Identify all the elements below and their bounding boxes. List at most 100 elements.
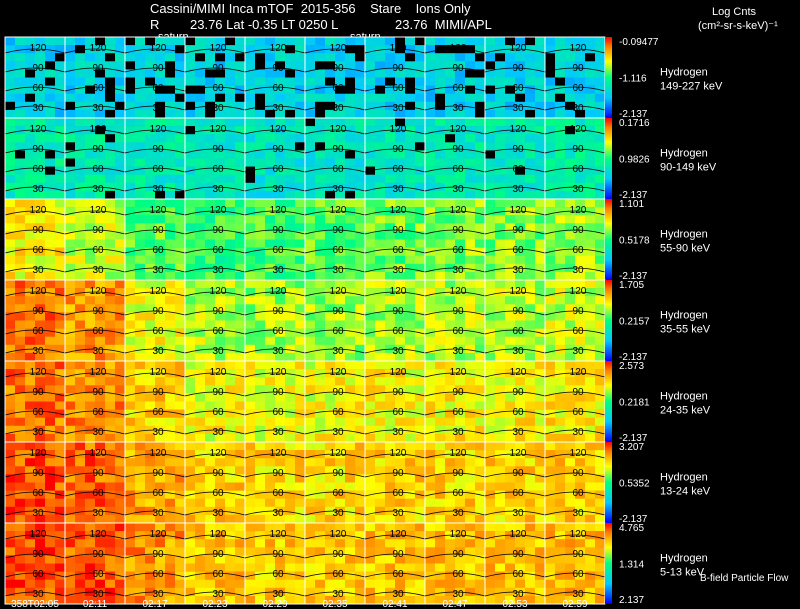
time-tick-label: 02:29 xyxy=(262,599,287,609)
row-tick-label: 120 xyxy=(330,205,347,216)
row-tick-label: 120 xyxy=(570,43,587,54)
row-tick-label: 120 xyxy=(30,43,47,54)
row-tick-label: 30 xyxy=(392,427,404,438)
row-tick-label: 60 xyxy=(452,83,464,94)
row-tick-label: 120 xyxy=(510,529,527,540)
time-tick-label: 02:35 xyxy=(322,599,347,609)
row-tick-label: 60 xyxy=(152,83,164,94)
row-tick-label: 90 xyxy=(212,306,224,317)
row-tick-label: 120 xyxy=(270,205,287,216)
row-tick-label: 60 xyxy=(572,326,584,337)
row-tick-label: 120 xyxy=(510,367,527,378)
row-tick-label: 90 xyxy=(392,225,404,236)
row-tick-label: 90 xyxy=(32,387,44,398)
row-tick-label: 60 xyxy=(152,569,164,580)
colorbar xyxy=(605,280,612,361)
row-tick-label: 120 xyxy=(150,529,167,540)
row-tick-label: 120 xyxy=(390,529,407,540)
row-tick-label: 120 xyxy=(150,286,167,297)
time-tick-label: 02:53 xyxy=(502,599,527,609)
row-tick-label: 90 xyxy=(152,468,164,479)
row-tick-label: 60 xyxy=(572,83,584,94)
row-tick-label: 60 xyxy=(32,569,44,580)
row-tick-label: 30 xyxy=(332,103,344,114)
row-tick-label: 30 xyxy=(332,184,344,195)
colorbar xyxy=(605,37,612,118)
row-tick-label: 30 xyxy=(452,427,464,438)
row-tick-label: 60 xyxy=(32,245,44,256)
row-tick-label: 30 xyxy=(392,508,404,519)
row-tick-label: 60 xyxy=(392,407,404,418)
row-tick-label: 120 xyxy=(210,124,227,135)
row-tick-label: 120 xyxy=(330,367,347,378)
row-tick-label: 30 xyxy=(452,346,464,357)
colorbar-mid-label: 0.2181 xyxy=(619,398,650,409)
row-tick-label: 30 xyxy=(512,103,524,114)
colorbar-max-label: 0.1716 xyxy=(619,118,650,129)
row-tick-label: 120 xyxy=(150,43,167,54)
row-tick-label: 30 xyxy=(92,184,104,195)
row-tick-label: 30 xyxy=(512,184,524,195)
row-tick-label: 120 xyxy=(450,448,467,459)
row-tick-label: 120 xyxy=(270,124,287,135)
row-tick-label: 60 xyxy=(572,569,584,580)
row-tick-label: 90 xyxy=(332,468,344,479)
row-tick-label: 120 xyxy=(390,205,407,216)
row-tick-label: 120 xyxy=(510,124,527,135)
units-label: (cm²-sr-s-keV)⁻¹ xyxy=(698,20,778,32)
row-tick-label: 120 xyxy=(330,448,347,459)
row-tick-label: 90 xyxy=(512,468,524,479)
row-tick-label: 120 xyxy=(90,529,107,540)
row-tick-label: 60 xyxy=(332,488,344,499)
panel-energy-label: 35-55 keV xyxy=(660,324,711,336)
panel-species-label: Hydrogen xyxy=(660,472,708,484)
row-tick-label: 30 xyxy=(212,184,224,195)
row-tick-label: 60 xyxy=(332,569,344,580)
time-tick-label: 02:23 xyxy=(202,599,227,609)
row-tick-label: 30 xyxy=(92,346,104,357)
row-tick-label: 120 xyxy=(570,205,587,216)
row-tick-label: 90 xyxy=(452,387,464,398)
row-tick-label: 30 xyxy=(572,508,584,519)
row-tick-label: 90 xyxy=(392,549,404,560)
row-tick-label: 90 xyxy=(332,387,344,398)
row-tick-label: 120 xyxy=(510,286,527,297)
row-tick-label: 30 xyxy=(452,508,464,519)
row-tick-label: 90 xyxy=(392,63,404,74)
row-tick-label: 60 xyxy=(212,407,224,418)
row-tick-label: 120 xyxy=(90,43,107,54)
row-tick-label: 60 xyxy=(92,164,104,175)
row-tick-label: 30 xyxy=(332,508,344,519)
row-tick-label: 60 xyxy=(32,83,44,94)
row-tick-label: 90 xyxy=(212,468,224,479)
row-tick-label: 30 xyxy=(152,184,164,195)
row-tick-label: 90 xyxy=(452,225,464,236)
row-tick-label: 120 xyxy=(30,367,47,378)
chart-title: Cassini/MIMI Inca mTOF 2015-356 Stare Io… xyxy=(150,1,471,16)
row-tick-label: 30 xyxy=(152,346,164,357)
row-tick-label: 120 xyxy=(570,367,587,378)
row-tick-label: 60 xyxy=(452,164,464,175)
row-tick-label: 60 xyxy=(572,164,584,175)
row-tick-label: 90 xyxy=(332,144,344,155)
row-tick-label: 120 xyxy=(150,205,167,216)
row-tick-label: 60 xyxy=(212,488,224,499)
panel-species-label: Hydrogen xyxy=(660,553,708,565)
row-tick-label: 60 xyxy=(452,569,464,580)
header-l-value: 23.76 MIMI/APL xyxy=(395,17,492,32)
row-tick-label: 90 xyxy=(332,306,344,317)
row-tick-label: 120 xyxy=(270,367,287,378)
panel-species-label: Hydrogen xyxy=(660,67,708,79)
colorbar-mid-label: 0.5178 xyxy=(619,236,650,247)
row-tick-label: 60 xyxy=(212,83,224,94)
row-tick-label: 90 xyxy=(152,549,164,560)
time-tick-label: 02:17 xyxy=(142,599,167,609)
row-tick-label: 60 xyxy=(392,488,404,499)
panel-energy-label: 90-149 keV xyxy=(660,162,717,174)
row-tick-label: 30 xyxy=(32,346,44,357)
row-tick-label: 60 xyxy=(272,245,284,256)
row-tick-label: 90 xyxy=(272,306,284,317)
row-tick-label: 60 xyxy=(152,488,164,499)
row-tick-label: 90 xyxy=(512,63,524,74)
row-tick-label: 120 xyxy=(450,529,467,540)
